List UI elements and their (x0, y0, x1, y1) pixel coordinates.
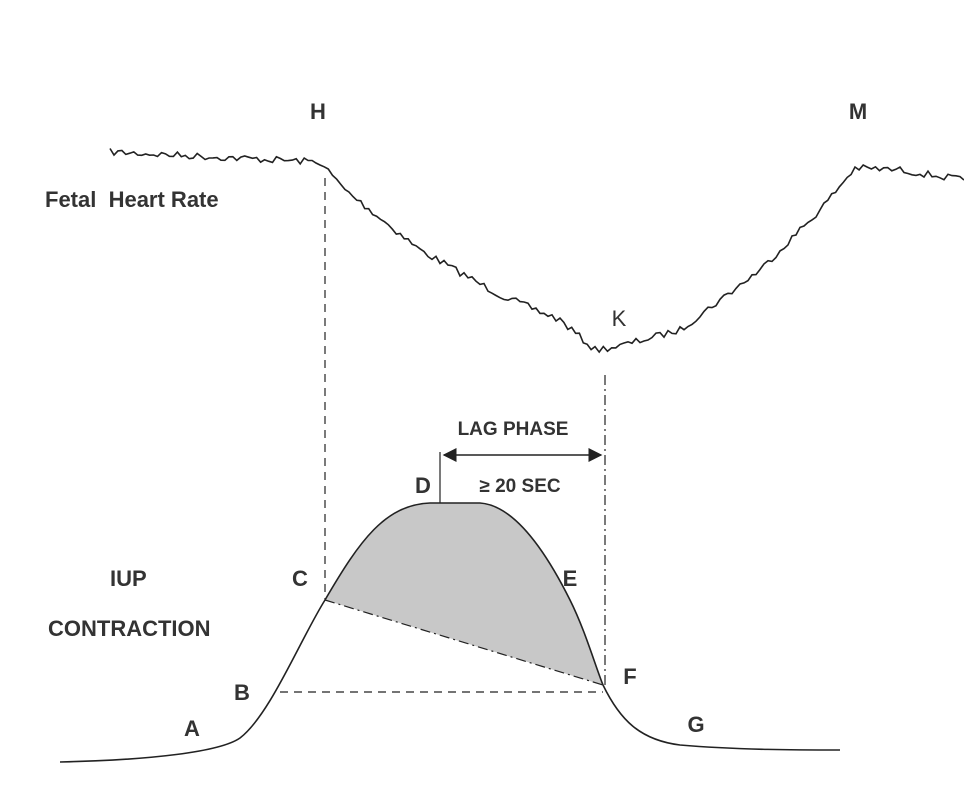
contraction-label: CONTRACTION (48, 616, 211, 641)
point-label: E (563, 566, 578, 591)
point-label: D (415, 473, 431, 498)
c-f-dash-dot-line (324, 599, 604, 686)
fhr-label: Fetal Heart Rate (45, 187, 219, 212)
contraction-shading (325, 503, 603, 685)
contraction-curve (59, 502, 841, 763)
point-label: A (184, 716, 200, 741)
point-label: H (310, 99, 326, 124)
point-label: B (234, 680, 250, 705)
point-label: C (292, 566, 308, 591)
point-label: F (623, 664, 636, 689)
point-label: K (612, 306, 627, 331)
fetal-heart-rate-trace (109, 148, 964, 354)
point-label: G (687, 712, 704, 737)
point-label: M (849, 99, 867, 124)
iup-label: IUP (110, 566, 147, 591)
lag-phase-label: LAG PHASE (458, 419, 569, 440)
lag-duration-label: ≥ 20 SEC (479, 476, 560, 497)
